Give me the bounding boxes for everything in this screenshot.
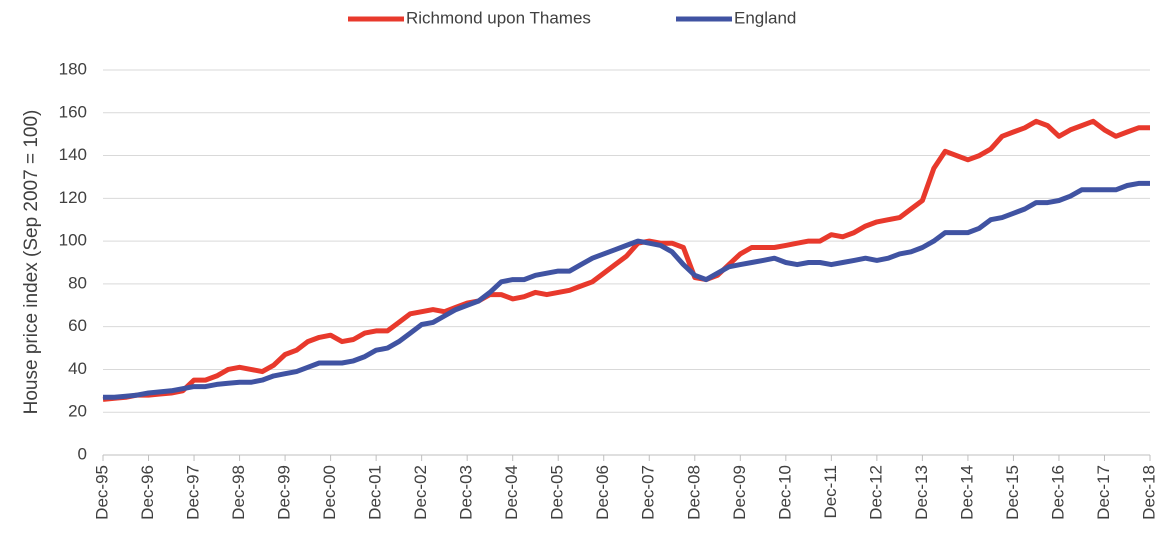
x-tick-label: Dec-06 bbox=[593, 465, 612, 520]
y-tick-label: 40 bbox=[68, 359, 87, 378]
x-tick-label: Dec-00 bbox=[320, 465, 339, 520]
x-tick-label: Dec-13 bbox=[912, 465, 931, 520]
y-tick-label: 120 bbox=[59, 188, 87, 207]
y-tick-label: 20 bbox=[68, 402, 87, 421]
series-line bbox=[103, 180, 1150, 400]
x-tick-label: Dec-17 bbox=[1094, 465, 1113, 520]
legend-label: England bbox=[734, 8, 796, 27]
x-tick-label: Dec-14 bbox=[957, 465, 976, 520]
y-tick-label: 80 bbox=[68, 273, 87, 292]
x-tick-label: Dec-99 bbox=[275, 465, 294, 520]
y-tick-label: 60 bbox=[68, 316, 87, 335]
x-tick-label: Dec-07 bbox=[639, 465, 658, 520]
y-tick-label: 180 bbox=[59, 59, 87, 78]
x-tick-label: Dec-16 bbox=[1048, 465, 1067, 520]
y-tick-label: 100 bbox=[59, 231, 87, 250]
x-tick-label: Dec-01 bbox=[366, 465, 385, 520]
x-tick-label: Dec-95 bbox=[92, 465, 111, 520]
x-tick-label: Dec-18 bbox=[1139, 465, 1158, 520]
x-tick-label: Dec-08 bbox=[684, 465, 703, 520]
x-tick-label: Dec-02 bbox=[411, 465, 430, 520]
x-tick-label: Dec-97 bbox=[184, 465, 203, 520]
x-tick-label: Dec-09 bbox=[730, 465, 749, 520]
x-tick-label: Dec-15 bbox=[1003, 465, 1022, 520]
x-tick-label: Dec-12 bbox=[866, 465, 885, 520]
y-axis-title: House price index (Sep 2007 = 100) bbox=[21, 110, 42, 415]
x-tick-label: Dec-98 bbox=[229, 465, 248, 520]
y-tick-label: 140 bbox=[59, 145, 87, 164]
series-line bbox=[102, 118, 1150, 402]
x-tick-label: Dec-04 bbox=[502, 465, 521, 520]
y-tick-label: 160 bbox=[59, 102, 87, 121]
x-tick-label: Dec-05 bbox=[548, 465, 567, 520]
x-tick-label: Dec-11 bbox=[821, 465, 840, 519]
y-tick-label: 0 bbox=[78, 444, 87, 463]
x-tick-label: Dec-96 bbox=[138, 465, 157, 520]
x-tick-label: Dec-03 bbox=[457, 465, 476, 520]
x-tick-label: Dec-10 bbox=[775, 465, 794, 520]
legend-label: Richmond upon Thames bbox=[406, 8, 591, 27]
